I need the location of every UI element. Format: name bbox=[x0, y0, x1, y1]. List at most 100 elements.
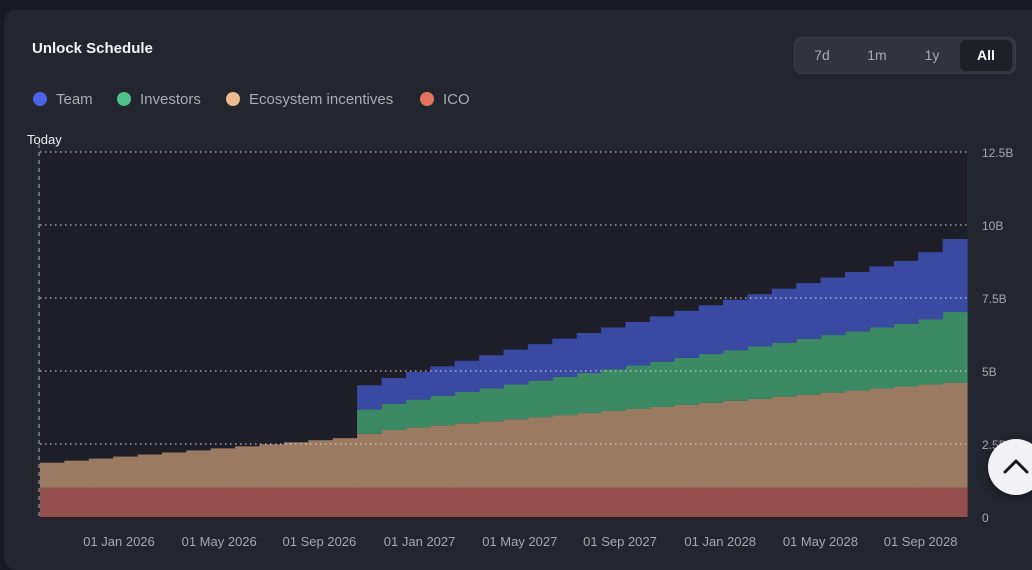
area-step bbox=[893, 386, 919, 488]
area-step bbox=[845, 272, 871, 332]
area-step bbox=[747, 346, 773, 399]
area-step bbox=[503, 349, 529, 385]
area-step bbox=[845, 390, 871, 488]
area-step bbox=[771, 288, 797, 343]
area-step bbox=[283, 487, 309, 517]
area-step bbox=[918, 252, 944, 320]
series-investors bbox=[357, 312, 968, 434]
x-tick-label: 01 Sep 2028 bbox=[884, 534, 958, 549]
area-step bbox=[283, 442, 309, 488]
area-step bbox=[357, 433, 383, 488]
area-step bbox=[723, 350, 749, 401]
area-step bbox=[405, 427, 431, 488]
area-step bbox=[674, 357, 700, 405]
y-tick-label: 5B bbox=[982, 365, 997, 379]
area-step bbox=[893, 323, 919, 387]
area-step bbox=[601, 411, 627, 488]
today-marker-label: Today bbox=[27, 132, 62, 147]
area-step bbox=[869, 266, 895, 328]
area-step bbox=[601, 369, 627, 412]
area-step bbox=[625, 321, 651, 366]
legend-label-investors: Investors bbox=[140, 91, 201, 108]
x-tick-label: 01 May 2027 bbox=[482, 534, 557, 549]
scroll-to-top-button[interactable] bbox=[988, 439, 1032, 495]
area-step bbox=[820, 335, 846, 393]
area-step bbox=[576, 333, 602, 374]
range-7d-button[interactable]: 7d bbox=[814, 47, 830, 63]
area-step bbox=[113, 456, 139, 488]
area-step bbox=[503, 487, 529, 517]
x-tick-label: 01 May 2026 bbox=[182, 534, 257, 549]
area-step bbox=[796, 394, 822, 488]
area-step bbox=[503, 419, 529, 488]
area-step bbox=[357, 385, 383, 410]
range-1m-button[interactable]: 1m bbox=[867, 47, 887, 63]
area-step bbox=[796, 338, 822, 395]
area-step bbox=[405, 371, 431, 400]
area-step bbox=[430, 425, 456, 488]
area-step bbox=[576, 373, 602, 414]
range-all-button[interactable]: All bbox=[960, 40, 1012, 71]
series-ecosystem-incentives bbox=[40, 382, 968, 488]
area-step bbox=[674, 310, 700, 358]
area-step bbox=[479, 421, 505, 488]
area-step bbox=[649, 361, 675, 407]
area-step bbox=[869, 487, 895, 517]
area-step bbox=[40, 487, 65, 517]
area-step bbox=[747, 487, 773, 517]
area-step bbox=[332, 487, 358, 517]
area-step bbox=[918, 487, 944, 517]
chart-title: Unlock Schedule bbox=[32, 40, 153, 57]
area-step bbox=[405, 399, 431, 428]
area-step bbox=[259, 487, 285, 517]
area-step bbox=[698, 354, 724, 403]
legend-dot-ecosystem bbox=[226, 92, 240, 106]
area-step bbox=[796, 283, 822, 339]
area-step bbox=[137, 487, 163, 517]
time-range-selector: 7d 1m 1y All bbox=[794, 37, 1016, 74]
area-step bbox=[186, 450, 212, 488]
area-step bbox=[869, 388, 895, 488]
area-step bbox=[235, 446, 261, 488]
area-step bbox=[552, 487, 578, 517]
area-step bbox=[820, 392, 846, 488]
area-step bbox=[454, 487, 480, 517]
area-step bbox=[625, 365, 651, 409]
area-step bbox=[576, 487, 602, 517]
area-step bbox=[454, 392, 480, 424]
area-step bbox=[552, 415, 578, 488]
area-step bbox=[40, 462, 65, 488]
area-step bbox=[405, 487, 431, 517]
area-step bbox=[601, 327, 627, 370]
area-step bbox=[479, 388, 505, 422]
range-1y-button[interactable]: 1y bbox=[924, 47, 940, 63]
area-step bbox=[796, 487, 822, 517]
area-step bbox=[918, 384, 944, 488]
area-step bbox=[527, 417, 553, 488]
area-step bbox=[454, 423, 480, 488]
area-step bbox=[893, 260, 919, 324]
area-step bbox=[771, 396, 797, 488]
area-step bbox=[113, 487, 139, 517]
area-step bbox=[308, 440, 334, 488]
area-step bbox=[698, 487, 724, 517]
area-step bbox=[820, 487, 846, 517]
area-step bbox=[137, 454, 163, 488]
area-step bbox=[161, 487, 187, 517]
area-step bbox=[527, 380, 553, 418]
area-step bbox=[942, 312, 968, 383]
legend-label-ico: ICO bbox=[443, 91, 470, 108]
area-step bbox=[430, 487, 456, 517]
area-step bbox=[235, 487, 261, 517]
area-step bbox=[357, 487, 383, 517]
x-tick-label: 01 Jan 2028 bbox=[684, 534, 756, 549]
area-step bbox=[552, 376, 578, 416]
area-step bbox=[869, 327, 895, 389]
series-ico bbox=[40, 487, 968, 517]
area-step bbox=[259, 444, 285, 488]
area-step bbox=[527, 344, 553, 381]
area-step bbox=[723, 299, 749, 351]
area-step bbox=[381, 378, 407, 404]
area-step bbox=[381, 403, 407, 430]
